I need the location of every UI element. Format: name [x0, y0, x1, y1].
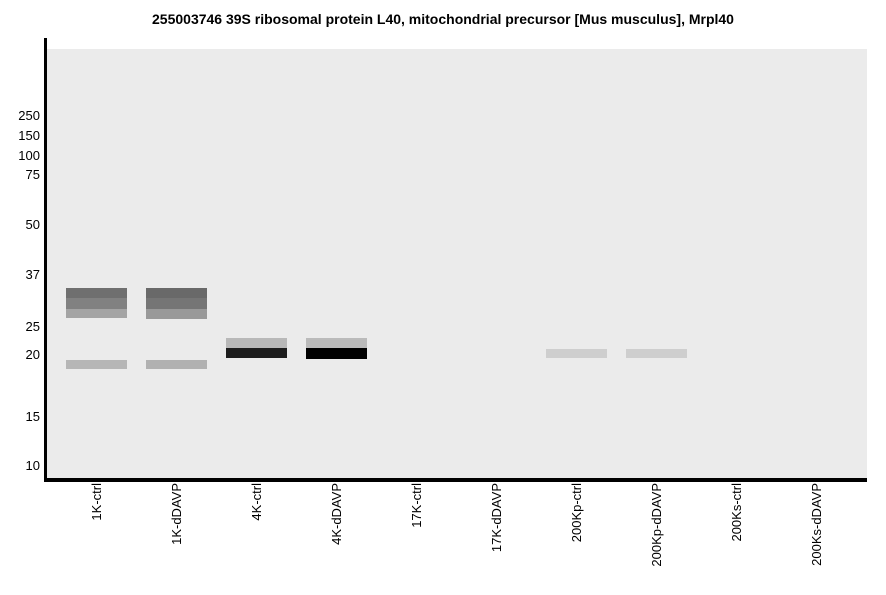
band-200kp-ddavp-20kda — [626, 349, 687, 358]
y-tick-label-10: 10 — [25, 458, 40, 473]
plot-area — [47, 49, 867, 478]
lane-label-text: 200Kp-dDAVP — [648, 483, 664, 567]
band-1k-ddavp-28kda — [146, 309, 207, 319]
y-tick-label-25: 25 — [25, 319, 40, 334]
band-1k-ddavp-33kda — [146, 288, 207, 298]
lane-label-text: 200Kp-ctrl — [568, 483, 584, 543]
band-1k-ctrl-28kda — [66, 309, 127, 318]
band-4k-ddavp-20kda — [306, 348, 367, 359]
lane-label-text: 1K-dDAVP — [168, 483, 184, 545]
lane-label-text: 200Ks-dDAVP — [808, 483, 824, 566]
band-1k-ddavp-19kda — [146, 360, 207, 369]
y-tick-label-20: 20 — [25, 347, 40, 362]
lane-label-text: 4K-ctrl — [248, 483, 264, 521]
y-tick-label-15: 15 — [25, 409, 40, 424]
x-axis-line — [44, 478, 867, 482]
band-4k-ctrl-22kda — [226, 338, 287, 348]
band-1k-ddavp-30kda — [146, 298, 207, 309]
y-tick-label-75: 75 — [25, 167, 40, 182]
band-200kp-ctrl-20kda — [546, 349, 607, 358]
band-1k-ctrl-19kda — [66, 360, 127, 369]
lane-label-text: 17K-dDAVP — [488, 483, 504, 553]
y-tick-label-100: 100 — [18, 148, 40, 163]
y-tick-label-50: 50 — [25, 217, 40, 232]
y-tick-label-37: 37 — [25, 267, 40, 282]
band-1k-ctrl-33kda — [66, 288, 127, 298]
y-tick-label-250: 250 — [18, 108, 40, 123]
band-4k-ctrl-20kda — [226, 348, 287, 358]
figure-title: 255003746 39S ribosomal protein L40, mit… — [152, 11, 734, 27]
lane-label-text: 1K-ctrl — [88, 483, 104, 521]
band-1k-ctrl-30kda — [66, 298, 127, 309]
lane-label-text: 17K-ctrl — [408, 483, 424, 528]
band-4k-ddavp-22kda — [306, 338, 367, 348]
y-axis-line — [44, 38, 47, 482]
y-tick-label-150: 150 — [18, 128, 40, 143]
lane-label-text: 4K-dDAVP — [328, 483, 344, 545]
lane-label-text: 200Ks-ctrl — [728, 483, 744, 542]
